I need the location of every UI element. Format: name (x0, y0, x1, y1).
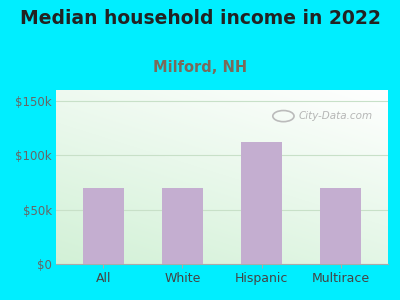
Text: Median household income in 2022: Median household income in 2022 (20, 9, 380, 28)
Bar (83, 188, 124, 264)
Text: City-Data.com: City-Data.com (298, 111, 372, 121)
Bar (162, 188, 203, 264)
Text: Milford, NH: Milford, NH (153, 60, 247, 75)
Bar (320, 188, 361, 264)
Bar (241, 142, 282, 264)
